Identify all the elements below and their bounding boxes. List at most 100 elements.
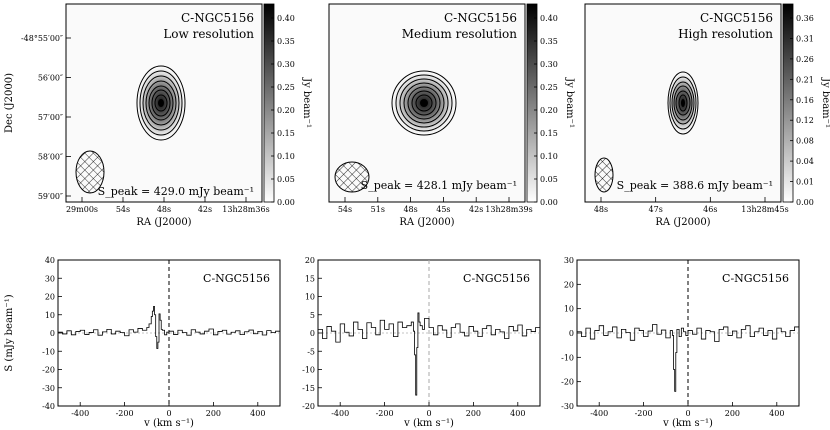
map-y-tick-label: -48°55′00″ — [21, 34, 63, 43]
contour — [148, 85, 174, 121]
contour — [139, 70, 183, 136]
colorbar-ticks: 0.00 0.05 0.10 0.15 0.20 0.25 0.30 0.35 0.40 — [271, 14, 295, 207]
x-tick-label: -400 — [71, 409, 89, 418]
colorbar-tick-label: 0.01 — [796, 178, 814, 187]
contour — [158, 99, 164, 107]
map-x-tick-label: 47s — [649, 205, 663, 214]
map-y-label: Dec (J2000) — [4, 73, 15, 133]
contour — [669, 76, 697, 130]
y-tick-label: 10 — [564, 305, 574, 314]
contour — [675, 90, 691, 116]
y-tick-label: 30 — [45, 274, 55, 283]
map-panel-low: C-NGC5156 Low resolution S_peak = 429.0 … — [4, 3, 312, 228]
peak-label: S_peak = 429.0 mJy beam⁻¹ — [98, 185, 254, 198]
y-tick-label: 10 — [305, 293, 315, 302]
map-x-tick-label: 54s — [116, 205, 130, 214]
map-y-ticks: -48°55′00″ 56′00″ 57′00″ 58′00″ 59′00″ — [21, 34, 71, 201]
contour — [151, 89, 171, 117]
spectrum-line — [577, 324, 800, 392]
map-x-tick-label: 48s — [157, 205, 171, 214]
colorbar-tick-label: 0.05 — [540, 175, 558, 184]
colorbar-tick-label: 0.25 — [540, 83, 558, 92]
map-y-tick-label: 56′00″ — [38, 74, 63, 83]
colorbar-tick-label: 0.00 — [796, 198, 814, 207]
map-panel-high: C-NGC5156 High resolution S_peak = 388.6… — [584, 3, 830, 228]
y-tick-label: 20 — [564, 280, 574, 289]
y-tick-label: -40 — [42, 402, 55, 411]
contour — [415, 94, 433, 112]
colorbar-tick-label: 0.21 — [796, 75, 814, 84]
spectrum-x-label: v (km s⁻¹) — [403, 418, 454, 429]
map-x-tick-label: 42s — [469, 205, 483, 214]
colorbar-tick-label: 0.00 — [540, 198, 558, 207]
source-emission — [136, 65, 186, 141]
spectrum-line — [318, 312, 541, 396]
spectrum-panel-1: C-NGC5156 v (km s⁻¹) -400 -200 0 200 400-20-… — [302, 256, 541, 429]
map-x-tick-label: 54s — [338, 205, 352, 214]
x-tick-label: 400 — [769, 409, 784, 418]
beam-ellipse — [594, 157, 614, 193]
colorbar-ticks: 0.00 0.05 0.10 0.15 0.20 0.25 0.30 0.35 0.40 — [534, 14, 558, 207]
x-tick-label: 400 — [510, 409, 525, 418]
colorbar-tick-label: 0.31 — [796, 34, 814, 43]
x-tick-label: 0 — [426, 409, 431, 418]
map-x-tick-label: 13h28m39s — [485, 205, 532, 214]
y-tick-label: -15 — [302, 384, 315, 393]
contour — [411, 90, 437, 116]
map-title: C-NGC5156 — [181, 11, 254, 25]
map-x-tick-label: 46s — [703, 205, 717, 214]
y-tick-label: -10 — [561, 353, 574, 362]
contour — [136, 65, 186, 141]
y-tick-label: -20 — [42, 366, 55, 375]
map-panel-medium: C-NGC5156 Medium resolution S_peak = 428… — [328, 3, 575, 228]
map-x-tick-label: 48s — [403, 205, 417, 214]
map-x-ticks: 29m00s 54s 48s 42s 13h28m36s — [66, 197, 270, 214]
map-x-label: RA (J2000) — [399, 217, 454, 228]
contour — [673, 85, 693, 121]
colorbar-label: Jy beam⁻¹ — [301, 77, 312, 128]
colorbar-tick-label: 0.40 — [540, 14, 558, 23]
map-x-ticks: 54s 51s 48s 45s 42s 13h28m39s — [338, 197, 533, 214]
y-tick-label: 10 — [45, 311, 55, 320]
colorbar-tick-label: 0.35 — [277, 37, 295, 46]
x-tick-label: -400 — [331, 409, 349, 418]
contour — [407, 86, 441, 120]
x-tick-label: 200 — [466, 409, 481, 418]
y-tick-label: 20 — [305, 256, 315, 265]
colorbar-tick-label: 0.25 — [277, 83, 295, 92]
beam-ellipse — [75, 150, 105, 194]
contour — [667, 71, 699, 135]
y-tick-label: -30 — [42, 384, 55, 393]
colorbar-tick-label: 0.16 — [796, 96, 814, 105]
colorbar-tick-label: 0.40 — [277, 14, 295, 23]
y-tick-label: -20 — [302, 402, 315, 411]
colorbar-tick-label: 0.20 — [277, 106, 295, 115]
x-tick-label: -200 — [116, 409, 134, 418]
y-tick-label: -30 — [561, 402, 574, 411]
x-tick-label: 400 — [250, 409, 265, 418]
y-tick-label: -5 — [307, 347, 315, 356]
x-tick-label: 0 — [166, 409, 171, 418]
x-tick-label: -400 — [590, 409, 608, 418]
contour — [142, 75, 180, 131]
spectrum-y-label: S (mJy beam⁻¹) — [4, 294, 15, 371]
y-tick-label: 0 — [310, 329, 315, 338]
map-x-tick-label: 13h28m36s — [222, 205, 269, 214]
map-title: C-NGC5156 — [700, 11, 773, 25]
colorbar-label: Jy beam⁻¹ — [564, 77, 575, 128]
source-emission — [667, 71, 699, 135]
colorbar-tick-label: 0.15 — [540, 129, 558, 138]
map-title: C-NGC5156 — [444, 11, 517, 25]
map-x-tick-label: 51s — [371, 205, 385, 214]
y-tick-label: 40 — [45, 256, 55, 265]
y-tick-label: -20 — [561, 378, 574, 387]
colorbar-tick-label: 0.30 — [277, 60, 295, 69]
y-tick-label: 0 — [569, 329, 574, 338]
y-tick-label: 5 — [310, 311, 315, 320]
spectrum-title: C-NGC5156 — [463, 272, 530, 285]
colorbar-tick-label: 0.00 — [277, 198, 295, 207]
map-x-tick-label: 29m00s — [66, 205, 98, 214]
x-tick-label: -200 — [635, 409, 653, 418]
contour — [391, 70, 457, 136]
contour — [420, 99, 428, 107]
